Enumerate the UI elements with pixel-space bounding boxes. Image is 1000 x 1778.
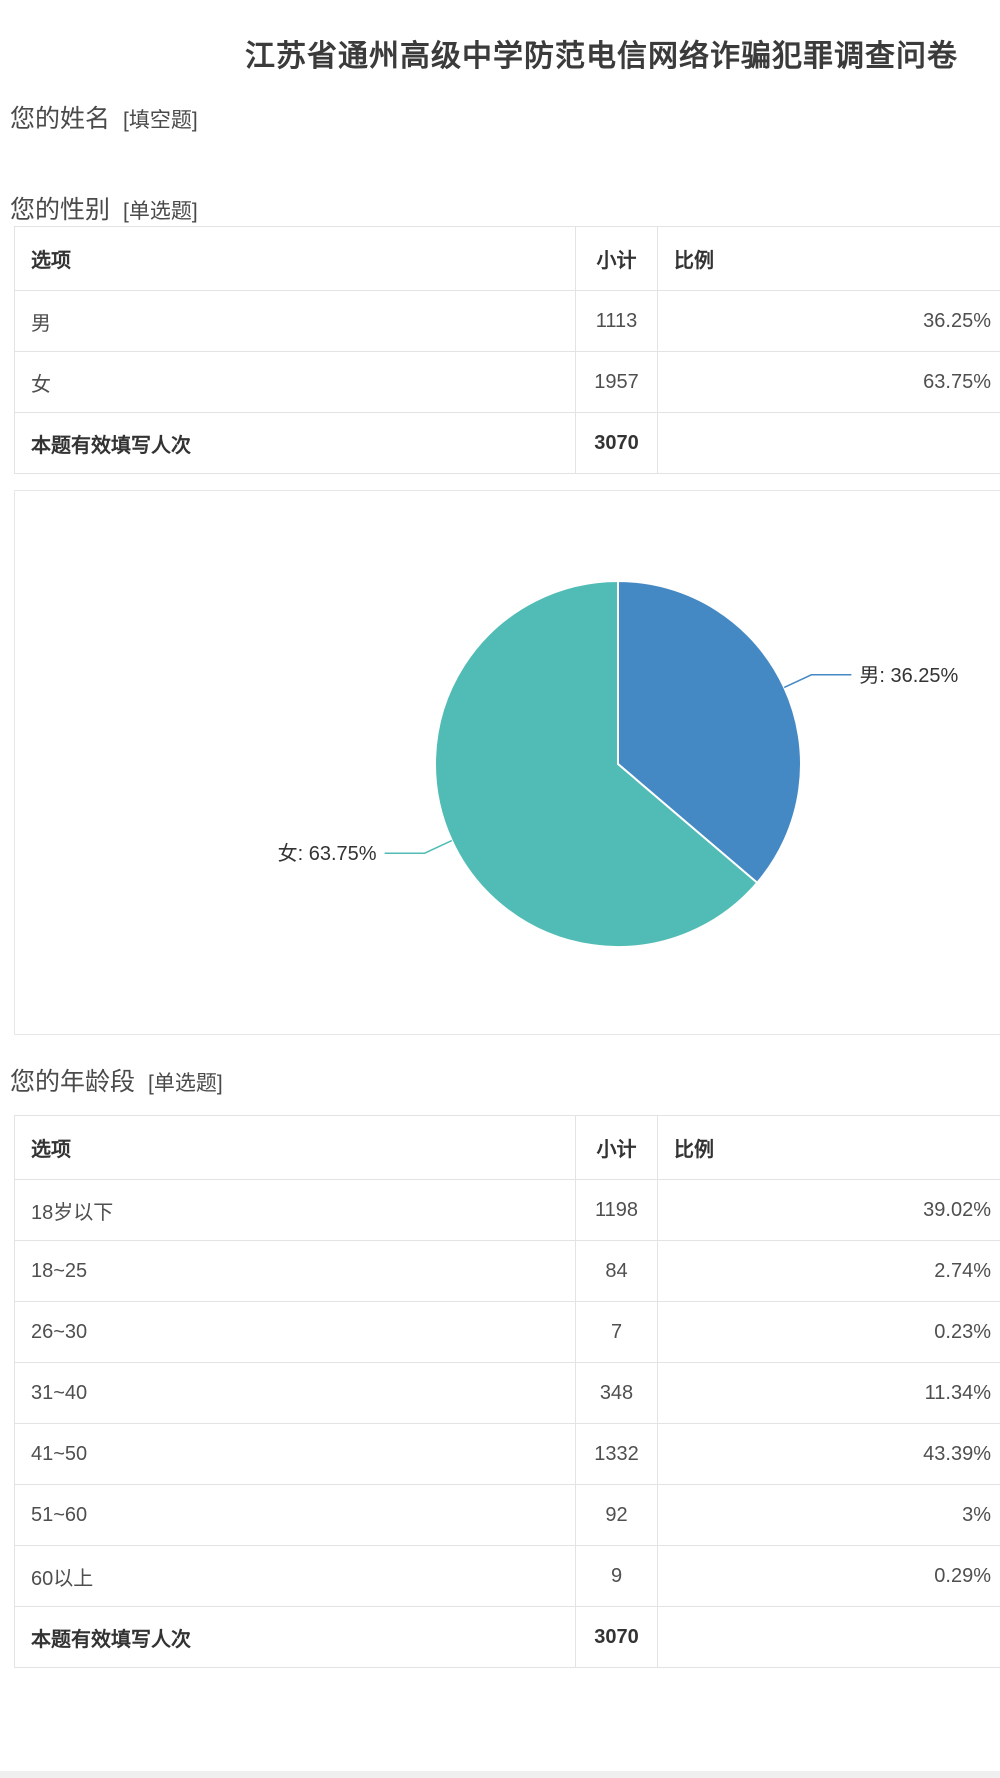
count-cell: 1957 [575, 351, 658, 413]
table-row: 60以上 9 0.29% [14, 1545, 1000, 1607]
option-cell: 本题有效填写人次 [14, 1606, 576, 1668]
table-row: 男 1113 36.25% [14, 290, 1000, 352]
column-header: 小计 [575, 1115, 658, 1180]
table-row: 26~30 7 0.23% [14, 1301, 1000, 1363]
percent-cell: 2.74% [657, 1240, 1000, 1302]
column-header: 选项 [14, 226, 576, 291]
question-age-type-tag: [单选题] [148, 1072, 223, 1095]
count-cell: 3070 [575, 412, 658, 474]
percent-cell: 3% [657, 1484, 1000, 1546]
table-row: 女 1957 63.75% [14, 351, 1000, 413]
option-cell: 女 [14, 351, 576, 413]
percent-cell: 0.23% [657, 1301, 1000, 1363]
pie-callout-line-女 [384, 839, 453, 854]
count-cell: 348 [575, 1362, 658, 1424]
count-cell: 3070 [575, 1606, 658, 1668]
percent-cell: 43.39% [657, 1423, 1000, 1485]
percent-cell: 39.02% [657, 1179, 1000, 1241]
count-cell: 92 [575, 1484, 658, 1546]
question-gender-type-tag: [单选题] [123, 200, 198, 223]
pie-slice-女[interactable] [434, 579, 759, 948]
age-table-header-row: 选项 小计 比例 [14, 1115, 1000, 1180]
count-cell: 9 [575, 1545, 658, 1607]
count-cell: 1113 [575, 290, 658, 352]
count-cell: 84 [575, 1240, 658, 1302]
option-cell: 41~50 [14, 1423, 576, 1485]
column-header: 小计 [575, 226, 658, 291]
count-cell: 7 [575, 1301, 658, 1363]
percent-cell [657, 412, 1000, 474]
percent-cell: 11.34% [657, 1362, 1000, 1424]
option-cell: 18~25 [14, 1240, 576, 1302]
column-header: 比例 [657, 1115, 1000, 1180]
question-name-type-tag: [填空题] [123, 109, 198, 132]
pie-label-男: 男: 36.25% [859, 665, 958, 687]
total-row: 本题有效填写人次 3070 [14, 1606, 1000, 1668]
question-gender: 您的性别 [单选题] [10, 190, 198, 226]
gender-table: 选项 小计 比例 男 1113 36.25% 女 1957 63.75% 本题有效填写人次 307… [14, 226, 1000, 474]
question-age: 您的年龄段 [单选题] [10, 1062, 223, 1098]
option-cell: 51~60 [14, 1484, 576, 1546]
table-row: 18~25 84 2.74% [14, 1240, 1000, 1302]
question-name: 您的姓名 [填空题] [10, 99, 198, 135]
table-row: 41~50 1332 43.39% [14, 1423, 1000, 1485]
page-title: 江苏省通州高级中学防范电信网络诈骗犯罪调查问卷 [245, 40, 958, 73]
age-table: 选项 小计 比例 18岁以下 1198 39.02% 18~25 84 2.74% 26~30 7… [14, 1115, 1000, 1668]
question-name-title: 您的姓名 [10, 105, 111, 133]
question-gender-title: 您的性别 [10, 196, 111, 224]
option-cell: 本题有效填写人次 [14, 412, 576, 474]
table-row: 31~40 348 11.34% [14, 1362, 1000, 1424]
percent-cell [657, 1606, 1000, 1668]
column-header: 选项 [14, 1115, 576, 1180]
table-row: 18岁以下 1198 39.02% [14, 1179, 1000, 1241]
option-cell: 26~30 [14, 1301, 576, 1363]
percent-cell: 0.29% [657, 1545, 1000, 1607]
page-bottom-edge [0, 1771, 1000, 1778]
gender-pie-chart-panel: 男: 36.25% 女: 63.75% [14, 490, 1000, 1035]
option-cell: 18岁以下 [14, 1179, 576, 1241]
count-cell: 1198 [575, 1179, 658, 1241]
count-cell: 1332 [575, 1423, 658, 1485]
pie-label-女: 女: 63.75% [278, 842, 377, 865]
percent-cell: 63.75% [657, 351, 1000, 413]
gender-table-header-row: 选项 小计 比例 [14, 226, 1000, 291]
pie-slice-男[interactable] [617, 579, 802, 885]
gender-pie-chart: 男: 36.25% 女: 63.75% [278, 579, 959, 948]
percent-cell: 36.25% [657, 290, 1000, 352]
question-age-title: 您的年龄段 [10, 1068, 136, 1096]
table-row: 51~60 92 3% [14, 1484, 1000, 1546]
option-cell: 31~40 [14, 1362, 576, 1424]
option-cell: 60以上 [14, 1545, 576, 1607]
column-header: 比例 [657, 226, 1000, 291]
total-row: 本题有效填写人次 3070 [14, 412, 1000, 474]
option-cell: 男 [14, 290, 576, 352]
pie-callout-line-男 [783, 674, 852, 689]
